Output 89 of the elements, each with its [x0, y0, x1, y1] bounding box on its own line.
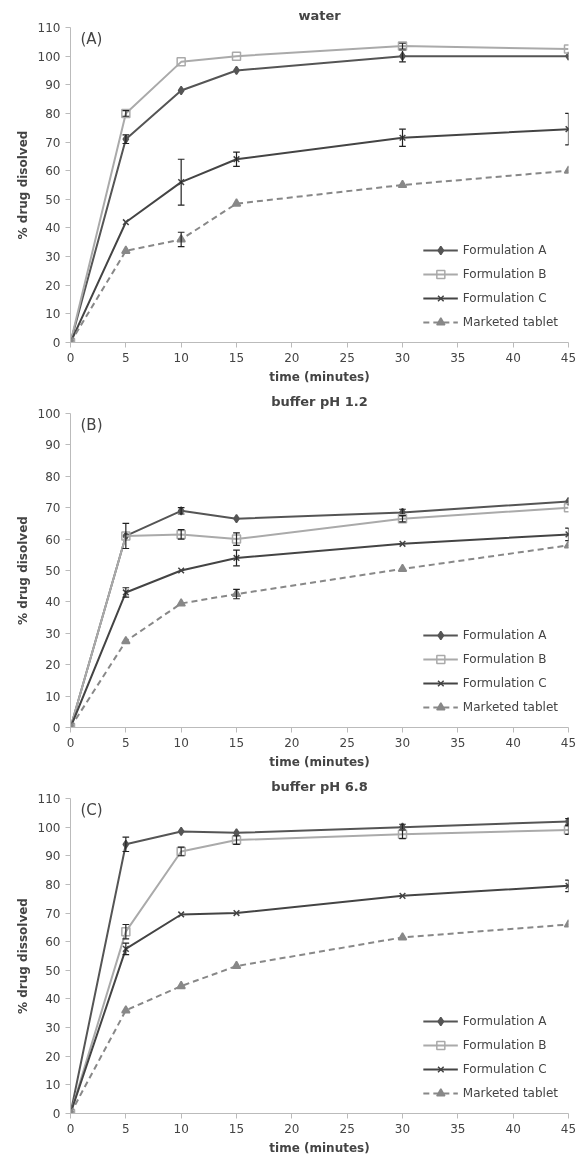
y-tick-label: 20 — [45, 1049, 61, 1064]
y-tick-label: 50 — [45, 564, 61, 578]
legend-label: Marketed tablet — [462, 1086, 558, 1100]
y-tick-label: 0 — [52, 1107, 61, 1121]
legend-label: Formulation B — [462, 267, 547, 281]
y-tick-label: 100 — [37, 49, 61, 64]
x-tick-label: 20 — [284, 1121, 300, 1136]
x-tick-label: 35 — [450, 735, 466, 750]
y-tick-label: 10 — [45, 1078, 61, 1093]
y-tick-label: 110 — [37, 792, 61, 806]
x-tick-label: 10 — [173, 735, 189, 750]
x-tick-label: 0 — [66, 735, 75, 750]
legend-label: Formulation A — [462, 628, 547, 642]
chart-title: water — [298, 7, 342, 23]
annotation: (B) — [80, 415, 103, 434]
x-tick-label: 35 — [450, 1121, 466, 1136]
y-tick-label: 90 — [45, 78, 61, 93]
y-tick-label: 60 — [45, 935, 61, 950]
x-tick-label: 45 — [560, 735, 577, 750]
x-tick-label: 20 — [284, 350, 300, 365]
y-tick-label: 20 — [45, 658, 61, 673]
legend-label: Formulation B — [462, 1038, 547, 1052]
x-tick-label: 15 — [228, 735, 245, 750]
y-tick-label: 50 — [45, 963, 61, 978]
y-tick-label: 0 — [52, 336, 61, 350]
x-tick-label: 30 — [394, 350, 411, 365]
x-tick-label: 20 — [284, 735, 300, 750]
x-tick-label: 35 — [450, 350, 466, 365]
x-tick-label: 30 — [394, 1121, 411, 1136]
legend-label: Formulation A — [462, 1014, 547, 1028]
x-tick-label: 10 — [173, 350, 189, 365]
legend-label: Marketed tablet — [462, 315, 558, 329]
x-tick-label: 0 — [66, 350, 75, 365]
y-axis-title: % drug disolved — [15, 130, 30, 240]
y-tick-label: 40 — [45, 992, 61, 1007]
y-tick-label: 10 — [45, 689, 61, 704]
x-tick-label: 45 — [560, 1121, 577, 1136]
legend-label: Marketed tablet — [462, 700, 558, 714]
y-tick-label: 30 — [45, 250, 61, 265]
legend-label: Formulation C — [462, 676, 547, 690]
y-tick-label: 60 — [45, 164, 61, 179]
legend-label: Formulation A — [462, 243, 547, 257]
x-tick-label: 5 — [122, 350, 130, 365]
y-tick-label: 90 — [45, 438, 61, 453]
y-tick-label: 110 — [37, 21, 61, 35]
y-tick-label: 90 — [45, 849, 61, 864]
x-axis-title: time (minutes) — [269, 754, 370, 769]
y-tick-label: 80 — [45, 877, 61, 892]
chart-title: buffer pH 1.2 — [271, 393, 368, 409]
y-axis-title: % drug dissolved — [15, 898, 30, 1014]
x-tick-label: 45 — [560, 350, 577, 365]
y-tick-label: 50 — [45, 192, 61, 207]
x-tick-label: 15 — [228, 1121, 245, 1136]
annotation: (A) — [80, 29, 103, 48]
x-tick-label: 5 — [122, 1121, 130, 1136]
y-tick-label: 100 — [37, 407, 61, 421]
y-tick-label: 70 — [45, 501, 61, 516]
x-tick-label: 40 — [505, 735, 521, 750]
x-tick-label: 10 — [173, 1121, 189, 1136]
legend-label: Formulation C — [462, 291, 547, 305]
y-tick-label: 60 — [45, 532, 61, 547]
x-tick-label: 30 — [394, 735, 411, 750]
y-axis-title: % drug disolved — [15, 516, 30, 625]
x-tick-label: 5 — [122, 735, 130, 750]
x-tick-label: 25 — [339, 350, 355, 365]
legend-label: Formulation B — [462, 652, 547, 666]
x-tick-label: 40 — [505, 1121, 521, 1136]
y-tick-label: 100 — [37, 820, 61, 835]
y-tick-label: 40 — [45, 595, 61, 610]
y-tick-label: 0 — [52, 721, 61, 735]
x-tick-label: 15 — [228, 350, 245, 365]
y-tick-label: 40 — [45, 221, 61, 236]
annotation: (C) — [80, 800, 103, 819]
x-tick-label: 40 — [505, 350, 521, 365]
x-axis-title: time (minutes) — [269, 1140, 370, 1155]
y-tick-label: 10 — [45, 307, 61, 322]
x-tick-label: 25 — [339, 1121, 355, 1136]
chart-title: buffer pH 6.8 — [271, 778, 368, 794]
legend-label: Formulation C — [462, 1062, 547, 1076]
y-tick-label: 80 — [45, 469, 61, 484]
x-tick-label: 25 — [339, 735, 355, 750]
x-tick-label: 0 — [66, 1121, 75, 1136]
y-tick-label: 30 — [45, 1021, 61, 1036]
x-axis-title: time (minutes) — [269, 369, 370, 384]
y-tick-label: 30 — [45, 626, 61, 641]
y-tick-label: 70 — [45, 135, 61, 150]
y-tick-label: 20 — [45, 278, 61, 293]
y-tick-label: 80 — [45, 106, 61, 121]
y-tick-label: 70 — [45, 906, 61, 921]
